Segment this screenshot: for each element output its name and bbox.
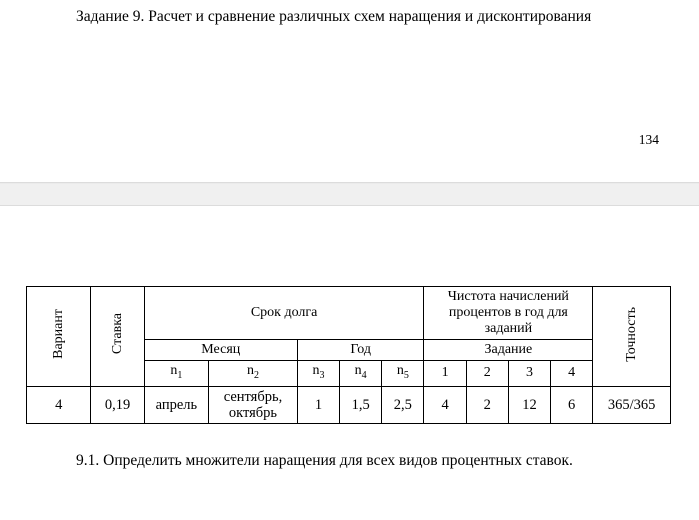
cell-n4: 1,5 — [340, 386, 382, 423]
th-variant: Вариант — [27, 287, 91, 387]
cell-n3: 1 — [297, 386, 339, 423]
th-year: Год — [297, 340, 424, 361]
cell-t4: 6 — [551, 386, 593, 423]
task-text: Расчет и сравнение различных схем нараще… — [148, 8, 591, 25]
cell-n5: 2,5 — [382, 386, 424, 423]
th-n4: n4 — [340, 361, 382, 387]
cell-n2: сентябрь, октябрь — [209, 386, 298, 423]
subtask-paragraph: 9.1. Определить множители наращения для … — [28, 448, 661, 474]
task-label: Задание 9. — [76, 8, 144, 25]
cell-t1: 4 — [424, 386, 466, 423]
th-t3: 3 — [508, 361, 550, 387]
cell-rate: 0,19 — [91, 386, 144, 423]
th-task: Задание — [424, 340, 593, 361]
cell-t3: 12 — [508, 386, 550, 423]
th-n1: n1 — [144, 361, 208, 387]
th-t2: 2 — [466, 361, 508, 387]
table: Вариант Ставка Срок долга Чистота начисл… — [26, 286, 671, 424]
th-n2: n2 — [209, 361, 298, 387]
page: Задание 9. Расчет и сравнение различных … — [0, 0, 699, 520]
page-break — [0, 182, 699, 206]
th-rate: Ставка — [91, 287, 144, 387]
cell-n1: апрель — [144, 386, 208, 423]
th-t4: 4 — [551, 361, 593, 387]
subtask-text: Определить множители наращения для всех … — [103, 452, 573, 469]
cell-t2: 2 — [466, 386, 508, 423]
th-t1: 1 — [424, 361, 466, 387]
th-freq: Чистота начислений процентов в год для з… — [424, 287, 593, 340]
cell-variant: 4 — [27, 386, 91, 423]
cell-precision: 365/365 — [593, 386, 671, 423]
page-number: 134 — [639, 132, 659, 148]
th-n5: n5 — [382, 361, 424, 387]
subtask-label: 9.1. — [76, 452, 99, 469]
table-row: 4 0,19 апрель сентябрь, октябрь 1 1,5 2,… — [27, 386, 671, 423]
data-table: Вариант Ставка Срок долга Чистота начисл… — [26, 286, 671, 424]
th-n3: n3 — [297, 361, 339, 387]
task-paragraph: Задание 9. Расчет и сравнение различных … — [28, 4, 661, 30]
th-precision: Точность — [593, 287, 671, 387]
th-term: Срок долга — [144, 287, 424, 340]
th-month: Месяц — [144, 340, 297, 361]
